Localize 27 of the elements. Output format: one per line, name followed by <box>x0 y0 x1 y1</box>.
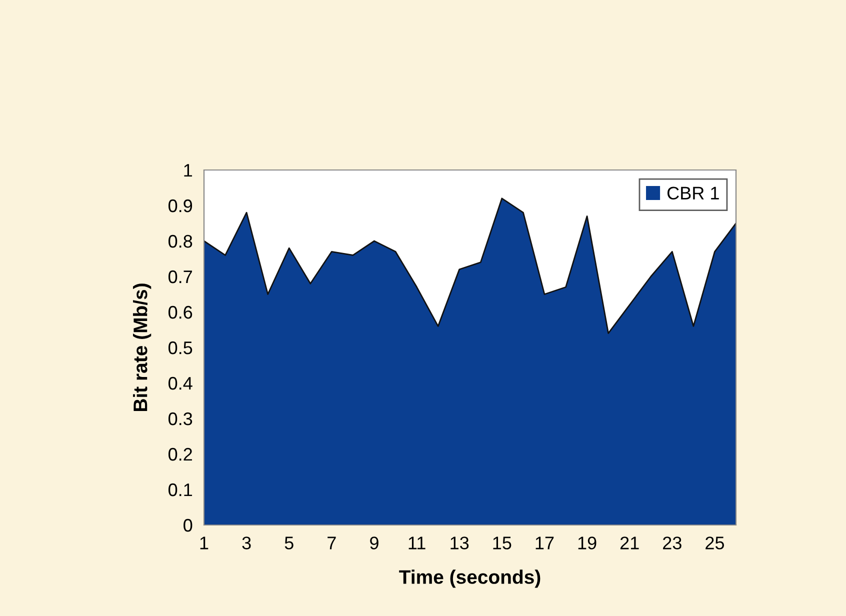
x-tick-label: 19 <box>578 536 596 550</box>
y-tick-label: 0.5 <box>168 341 192 354</box>
y-tick-label: 0.6 <box>168 306 192 319</box>
y-tick-label: 0.3 <box>168 412 192 426</box>
x-tick-label: 7 <box>328 536 336 550</box>
y-tick-label: 1 <box>184 164 192 177</box>
y-tick-label: 0.1 <box>168 483 192 496</box>
x-tick-label: 11 <box>408 536 426 550</box>
y-tick-label: 0 <box>184 518 192 532</box>
x-tick-label: 25 <box>706 536 724 550</box>
y-tick-label: 0.4 <box>168 376 192 390</box>
x-tick-label: 17 <box>536 536 554 550</box>
y-tick-label: 0.9 <box>168 199 192 212</box>
y-axis-title: Bit rate (Mb/s) <box>133 284 152 412</box>
x-tick-label: 21 <box>620 536 639 550</box>
x-tick-label: 9 <box>370 536 378 550</box>
x-tick-label: 5 <box>284 536 294 550</box>
x-tick-label: 1 <box>200 536 208 550</box>
x-tick-label: 13 <box>450 536 469 550</box>
y-tick-label: 0.7 <box>168 270 192 284</box>
y-tick-label: 0.2 <box>168 448 192 461</box>
legend-label: CBR 1 <box>667 186 719 200</box>
x-tick-label: 15 <box>493 536 512 550</box>
x-tick-label: 3 <box>242 536 251 550</box>
x-tick-label: 23 <box>663 536 682 550</box>
y-tick-label: 0.8 <box>168 234 192 248</box>
x-axis-title: Time (seconds) <box>399 570 540 588</box>
